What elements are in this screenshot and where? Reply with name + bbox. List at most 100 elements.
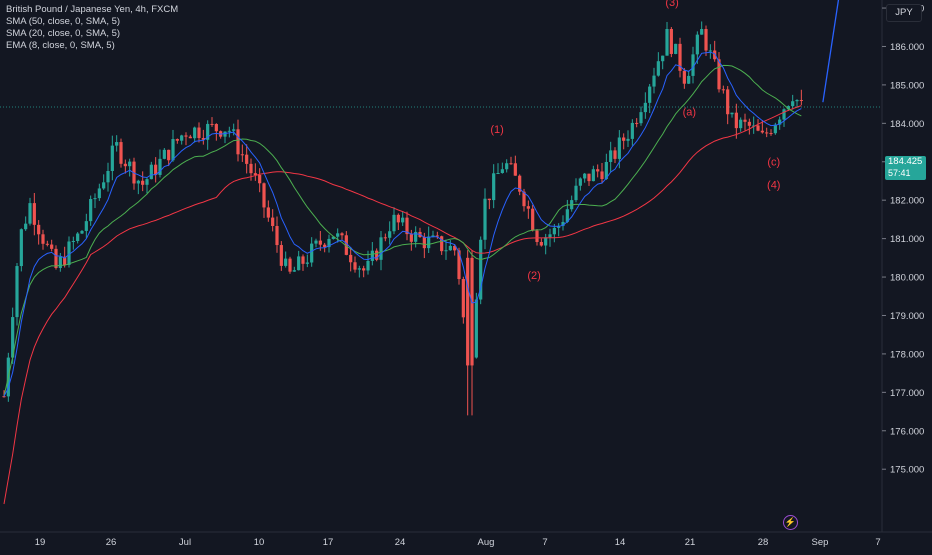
candle-body — [223, 131, 227, 137]
last-price-tag: 184.425 57:41 — [885, 156, 926, 180]
candle-body — [375, 250, 379, 260]
candle-body — [162, 149, 166, 159]
candle-body — [552, 227, 556, 235]
candle-body — [583, 173, 587, 179]
price-tick-label: 185.000 — [890, 80, 924, 91]
candle-body — [331, 236, 335, 239]
legend-sma20[interactable]: SMA (20, close, 0, SMA, 5) — [6, 28, 121, 39]
candle-body — [717, 59, 721, 90]
candle-body — [41, 234, 45, 244]
price-tick-label: 177.000 — [890, 388, 924, 399]
candle-body — [578, 178, 582, 186]
candle-body — [102, 182, 106, 189]
candle-body — [778, 119, 782, 125]
candle-body — [466, 257, 470, 366]
candle-body — [431, 235, 435, 237]
candle-body — [704, 29, 708, 51]
candle-body — [708, 50, 712, 52]
candle-body — [661, 55, 665, 62]
candle-body — [622, 137, 626, 141]
candle-body — [340, 233, 344, 236]
time-tick-label: 26 — [106, 537, 117, 548]
time-tick-label: 7 — [875, 537, 880, 548]
candle-body — [531, 208, 535, 231]
candle-body — [773, 124, 777, 134]
candle-body — [184, 135, 188, 137]
candle-body — [639, 112, 643, 124]
candle-body — [752, 125, 756, 127]
candle-body — [544, 237, 548, 246]
candle-body — [587, 173, 591, 182]
candle-body — [141, 180, 145, 185]
price-tick-label: 186.000 — [890, 42, 924, 53]
candle-body — [149, 164, 153, 180]
currency-button[interactable]: JPY — [886, 4, 922, 22]
candle-body — [279, 245, 283, 266]
legend-symbol[interactable]: British Pound / Japanese Yen, 4h, FXCM — [6, 4, 179, 15]
candle-body — [2, 396, 6, 398]
price-tick-label: 181.000 — [890, 234, 924, 245]
candle-body — [548, 234, 552, 238]
time-tick-label: 17 — [323, 537, 334, 548]
candle-body — [626, 138, 630, 141]
candle-body — [791, 101, 795, 107]
candle-body — [700, 29, 704, 35]
candle-body — [310, 243, 314, 263]
candle-body — [643, 102, 647, 113]
candle-body — [297, 256, 301, 271]
candle-body — [45, 243, 49, 245]
candle-body — [444, 250, 448, 252]
candle-body — [236, 129, 240, 155]
candle-body — [596, 169, 600, 172]
time-tick-label: Sep — [812, 537, 829, 548]
candle-body — [405, 217, 409, 235]
candle-body — [305, 262, 309, 264]
candle-body — [93, 198, 97, 200]
wave-label: (1) — [490, 124, 503, 136]
candle-body — [505, 163, 509, 170]
legend-ema8[interactable]: EMA (8, close, 0, SMA, 5) — [6, 40, 115, 51]
indicator-legend: British Pound / Japanese Yen, 4h, FXCM S… — [6, 4, 178, 52]
candle-body — [67, 241, 71, 265]
time-tick-label: 10 — [254, 537, 265, 548]
candle-body — [448, 245, 452, 251]
candle-body — [253, 173, 257, 175]
candle-body — [227, 130, 231, 132]
candle-body — [665, 29, 669, 56]
candle-body — [119, 142, 123, 164]
candle-body — [362, 268, 366, 271]
time-tick-label: 21 — [685, 537, 696, 548]
candle-body — [193, 127, 197, 139]
candle-body — [635, 122, 639, 124]
candle-body — [167, 149, 171, 161]
candle-body — [427, 236, 431, 249]
candle-body — [318, 240, 322, 245]
candle-body — [37, 224, 41, 235]
candle-body — [258, 174, 262, 184]
candle-body — [574, 185, 578, 201]
candle-body — [656, 61, 660, 76]
candle-body — [782, 109, 786, 120]
candle-body — [336, 233, 340, 237]
candle-body — [435, 235, 439, 237]
candle-body — [422, 236, 426, 249]
time-tick-label: 14 — [615, 537, 626, 548]
wave-label: (2) — [527, 270, 540, 282]
last-price-value: 184.425 — [888, 156, 923, 167]
candle-body — [756, 125, 760, 131]
candle-body — [201, 138, 205, 140]
candle-body — [479, 239, 483, 300]
candle-body — [557, 225, 561, 228]
candle-body — [80, 230, 84, 234]
legend-sma50[interactable]: SMA (50, close, 0, SMA, 5) — [6, 16, 121, 27]
candle-body — [526, 206, 530, 209]
candle-body — [110, 145, 114, 171]
candle-body — [734, 112, 738, 129]
candle-body — [765, 132, 769, 134]
candle-body — [366, 260, 370, 271]
candle-body — [687, 75, 691, 84]
lightning-icon[interactable]: ⚡ — [783, 515, 798, 530]
candle-body — [565, 209, 569, 222]
